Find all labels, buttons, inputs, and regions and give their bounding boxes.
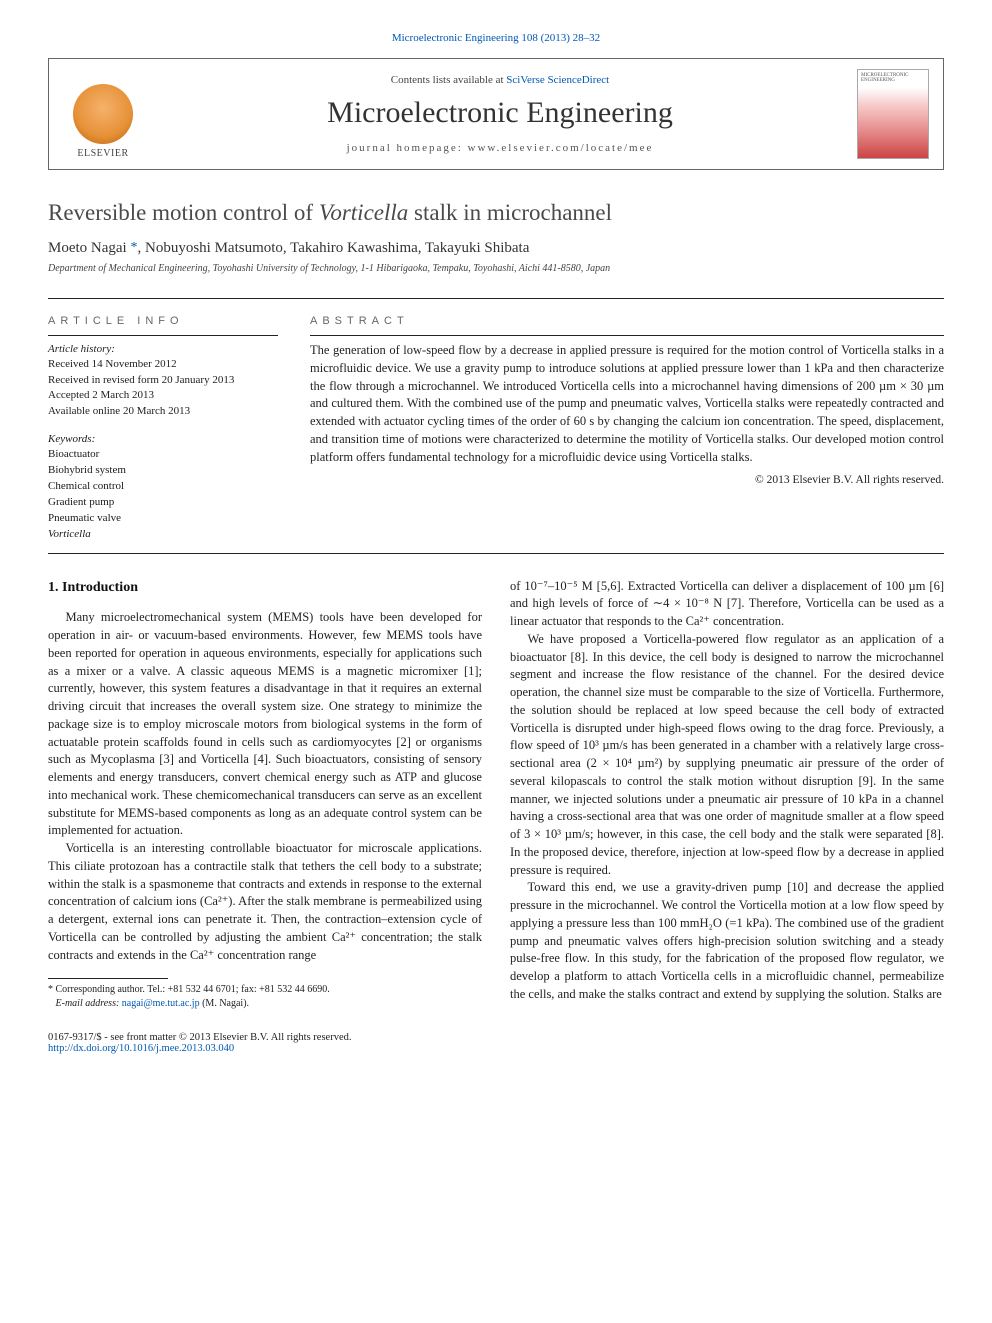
paragraph: Vorticella is an interesting controllabl… [48, 840, 482, 964]
rule-abs [310, 335, 944, 336]
rule-top [48, 298, 944, 299]
contents-line: Contents lists available at SciVerse Sci… [143, 74, 857, 86]
email-link[interactable]: nagai@me.tut.ac.jp [122, 998, 200, 1009]
journal-header: ELSEVIER Contents lists available at Sci… [48, 58, 944, 170]
corresponding-footnote: * Corresponding author. Tel.: +81 532 44… [48, 983, 482, 997]
article-title: Reversible motion control of Vorticella … [48, 200, 944, 226]
copyright-line: © 2013 Elsevier B.V. All rights reserved… [310, 474, 944, 486]
body-columns: 1. Introduction Many microelectromechani… [48, 578, 944, 1011]
authors-rest: , Nobuyoshi Matsumoto, Takahiro Kawashim… [137, 240, 529, 256]
abstract-column: ABSTRACT The generation of low-speed flo… [310, 305, 944, 543]
keywords-list: Bioactuator Biohybrid system Chemical co… [48, 447, 278, 543]
paragraph: Many microelectromechanical system (MEMS… [48, 609, 482, 840]
paragraph: of 10⁻⁷–10⁻⁵ M [5,6]. Extracted Vorticel… [510, 578, 944, 631]
keyword: Vorticella [48, 527, 278, 543]
journal-ref-link[interactable]: Microelectronic Engineering 108 (2013) 2… [392, 32, 600, 44]
paragraph: We have proposed a Vorticella-powered fl… [510, 631, 944, 880]
history-item: Available online 20 March 2013 [48, 404, 278, 419]
history-item: Received 14 November 2012 [48, 357, 278, 372]
meta-row: ARTICLE INFO Article history: Received 1… [48, 305, 944, 543]
rule-info [48, 335, 278, 336]
section-heading-intro: 1. Introduction [48, 578, 482, 598]
elsevier-wordmark: ELSEVIER [77, 148, 128, 159]
cover-title: MICROELECTRONIC ENGINEERING [861, 73, 925, 83]
title-pre: Reversible motion control of [48, 200, 319, 225]
contents-prefix: Contents lists available at [391, 74, 506, 86]
abstract-text: The generation of low-speed flow by a de… [310, 342, 944, 466]
footer: 0167-9317/$ - see front matter © 2013 El… [48, 1032, 944, 1054]
history-label: Article history: [48, 342, 278, 357]
article-history: Article history: Received 14 November 20… [48, 342, 278, 419]
homepage-line: journal homepage: www.elsevier.com/locat… [143, 142, 857, 154]
article-info-head: ARTICLE INFO [48, 315, 278, 327]
article-info-column: ARTICLE INFO Article history: Received 1… [48, 305, 278, 543]
authors-line: Moeto Nagai *, Nobuyoshi Matsumoto, Taka… [48, 240, 944, 257]
issn-line: 0167-9317/$ - see front matter © 2013 El… [48, 1032, 944, 1043]
keyword: Bioactuator [48, 447, 278, 463]
affiliation: Department of Mechanical Engineering, To… [48, 263, 944, 274]
keyword: Gradient pump [48, 495, 278, 511]
homepage-link[interactable]: www.elsevier.com/locate/mee [468, 142, 654, 154]
sciencedirect-link[interactable]: SciVerse ScienceDirect [506, 74, 609, 86]
keyword: Pneumatic valve [48, 511, 278, 527]
journal-cover-thumbnail: MICROELECTRONIC ENGINEERING [857, 69, 929, 159]
footnote-text: Corresponding author. Tel.: +81 532 44 6… [56, 984, 330, 995]
title-post: stalk in microchannel [408, 200, 612, 225]
keyword: Chemical control [48, 479, 278, 495]
footnote-mark: * [48, 984, 53, 995]
history-item: Received in revised form 20 January 2013 [48, 373, 278, 388]
rule-below-meta [48, 553, 944, 554]
paragraph: Toward this end, we use a gravity-driven… [510, 879, 944, 1003]
journal-title: Microelectronic Engineering [143, 96, 857, 130]
elsevier-tree-icon [73, 84, 133, 144]
keywords-label: Keywords: [48, 433, 278, 445]
header-center: Contents lists available at SciVerse Sci… [143, 74, 857, 154]
elsevier-logo: ELSEVIER [63, 69, 143, 159]
email-who: (M. Nagai). [202, 998, 249, 1009]
title-italic: Vorticella [319, 200, 408, 225]
email-label: E-mail address: [56, 998, 120, 1009]
homepage-prefix: journal homepage: [347, 142, 468, 154]
history-item: Accepted 2 March 2013 [48, 388, 278, 403]
keyword: Biohybrid system [48, 463, 278, 479]
journal-reference: Microelectronic Engineering 108 (2013) 2… [48, 32, 944, 44]
footnote-separator [48, 978, 168, 979]
doi-link[interactable]: http://dx.doi.org/10.1016/j.mee.2013.03.… [48, 1043, 234, 1054]
author-corresponding: Moeto Nagai [48, 240, 127, 256]
abstract-head: ABSTRACT [310, 315, 944, 327]
email-footnote: E-mail address: nagai@me.tut.ac.jp (M. N… [48, 997, 482, 1011]
